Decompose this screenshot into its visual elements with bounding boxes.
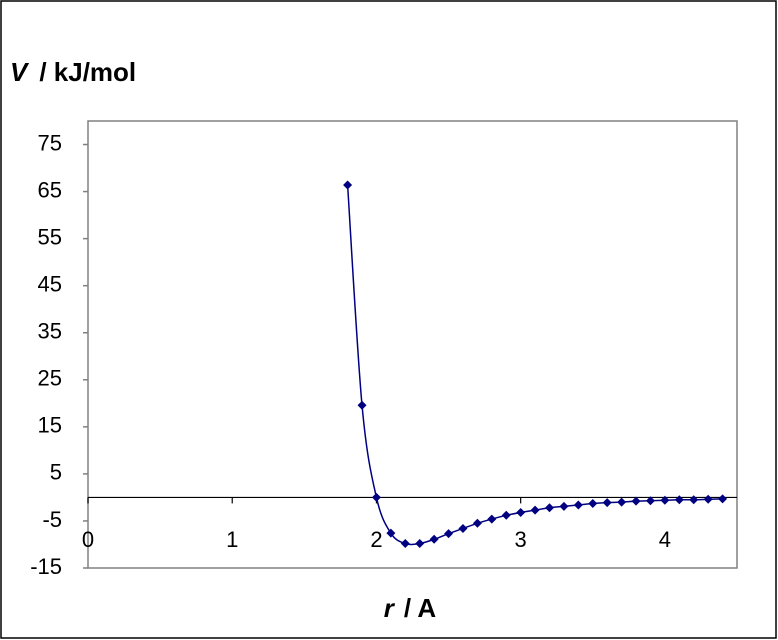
x-axis-unit: / A <box>404 593 436 623</box>
data-point <box>530 505 540 515</box>
data-point <box>545 503 555 513</box>
data-point <box>588 499 598 509</box>
x-tick-label: 4 <box>659 527 671 552</box>
y-tick-label: 25 <box>38 366 62 391</box>
x-axis-label: r / A <box>384 593 437 623</box>
data-point <box>573 500 583 510</box>
data-point <box>357 400 367 410</box>
data-point <box>371 492 381 502</box>
data-point <box>645 496 655 506</box>
data-point <box>559 501 569 511</box>
data-point <box>516 507 526 517</box>
y-tick-label: 5 <box>50 460 62 485</box>
data-point <box>400 539 410 549</box>
series-line <box>346 184 723 546</box>
y-axis-label: V / kJ/mol <box>10 57 136 87</box>
data-point <box>386 528 396 538</box>
x-tick-label: 1 <box>226 527 238 552</box>
data-point <box>472 518 482 528</box>
data-point <box>718 494 728 504</box>
x-tick-label: 3 <box>515 527 527 552</box>
y-tick-label: -5 <box>42 507 62 532</box>
y-axis-unit: / kJ/mol <box>39 57 136 87</box>
x-tick-label: 2 <box>370 527 382 552</box>
data-point <box>703 494 713 504</box>
x-tick-label: 0 <box>82 527 94 552</box>
y-tick-label: 35 <box>38 319 62 344</box>
y-axis-symbol: V <box>10 57 30 87</box>
plot-area <box>87 120 738 569</box>
y-tick-label: 65 <box>38 177 62 202</box>
data-point <box>415 539 425 549</box>
data-point <box>487 514 497 524</box>
data-point <box>617 497 627 507</box>
y-tick-label: 75 <box>38 130 62 155</box>
data-point <box>444 529 454 539</box>
data-point <box>674 495 684 505</box>
data-point <box>602 498 612 508</box>
data-point <box>631 496 641 506</box>
data-point <box>343 180 353 190</box>
y-tick-label: -15 <box>30 554 62 579</box>
data-point <box>429 534 439 544</box>
y-tick-label: 55 <box>38 224 62 249</box>
data-point <box>458 523 468 533</box>
y-tick-label: 45 <box>38 271 62 296</box>
x-axis-symbol: r <box>384 593 396 623</box>
y-tick-label: 15 <box>38 413 62 438</box>
data-point <box>660 495 670 505</box>
data-point <box>689 495 699 505</box>
data-point <box>501 510 511 520</box>
